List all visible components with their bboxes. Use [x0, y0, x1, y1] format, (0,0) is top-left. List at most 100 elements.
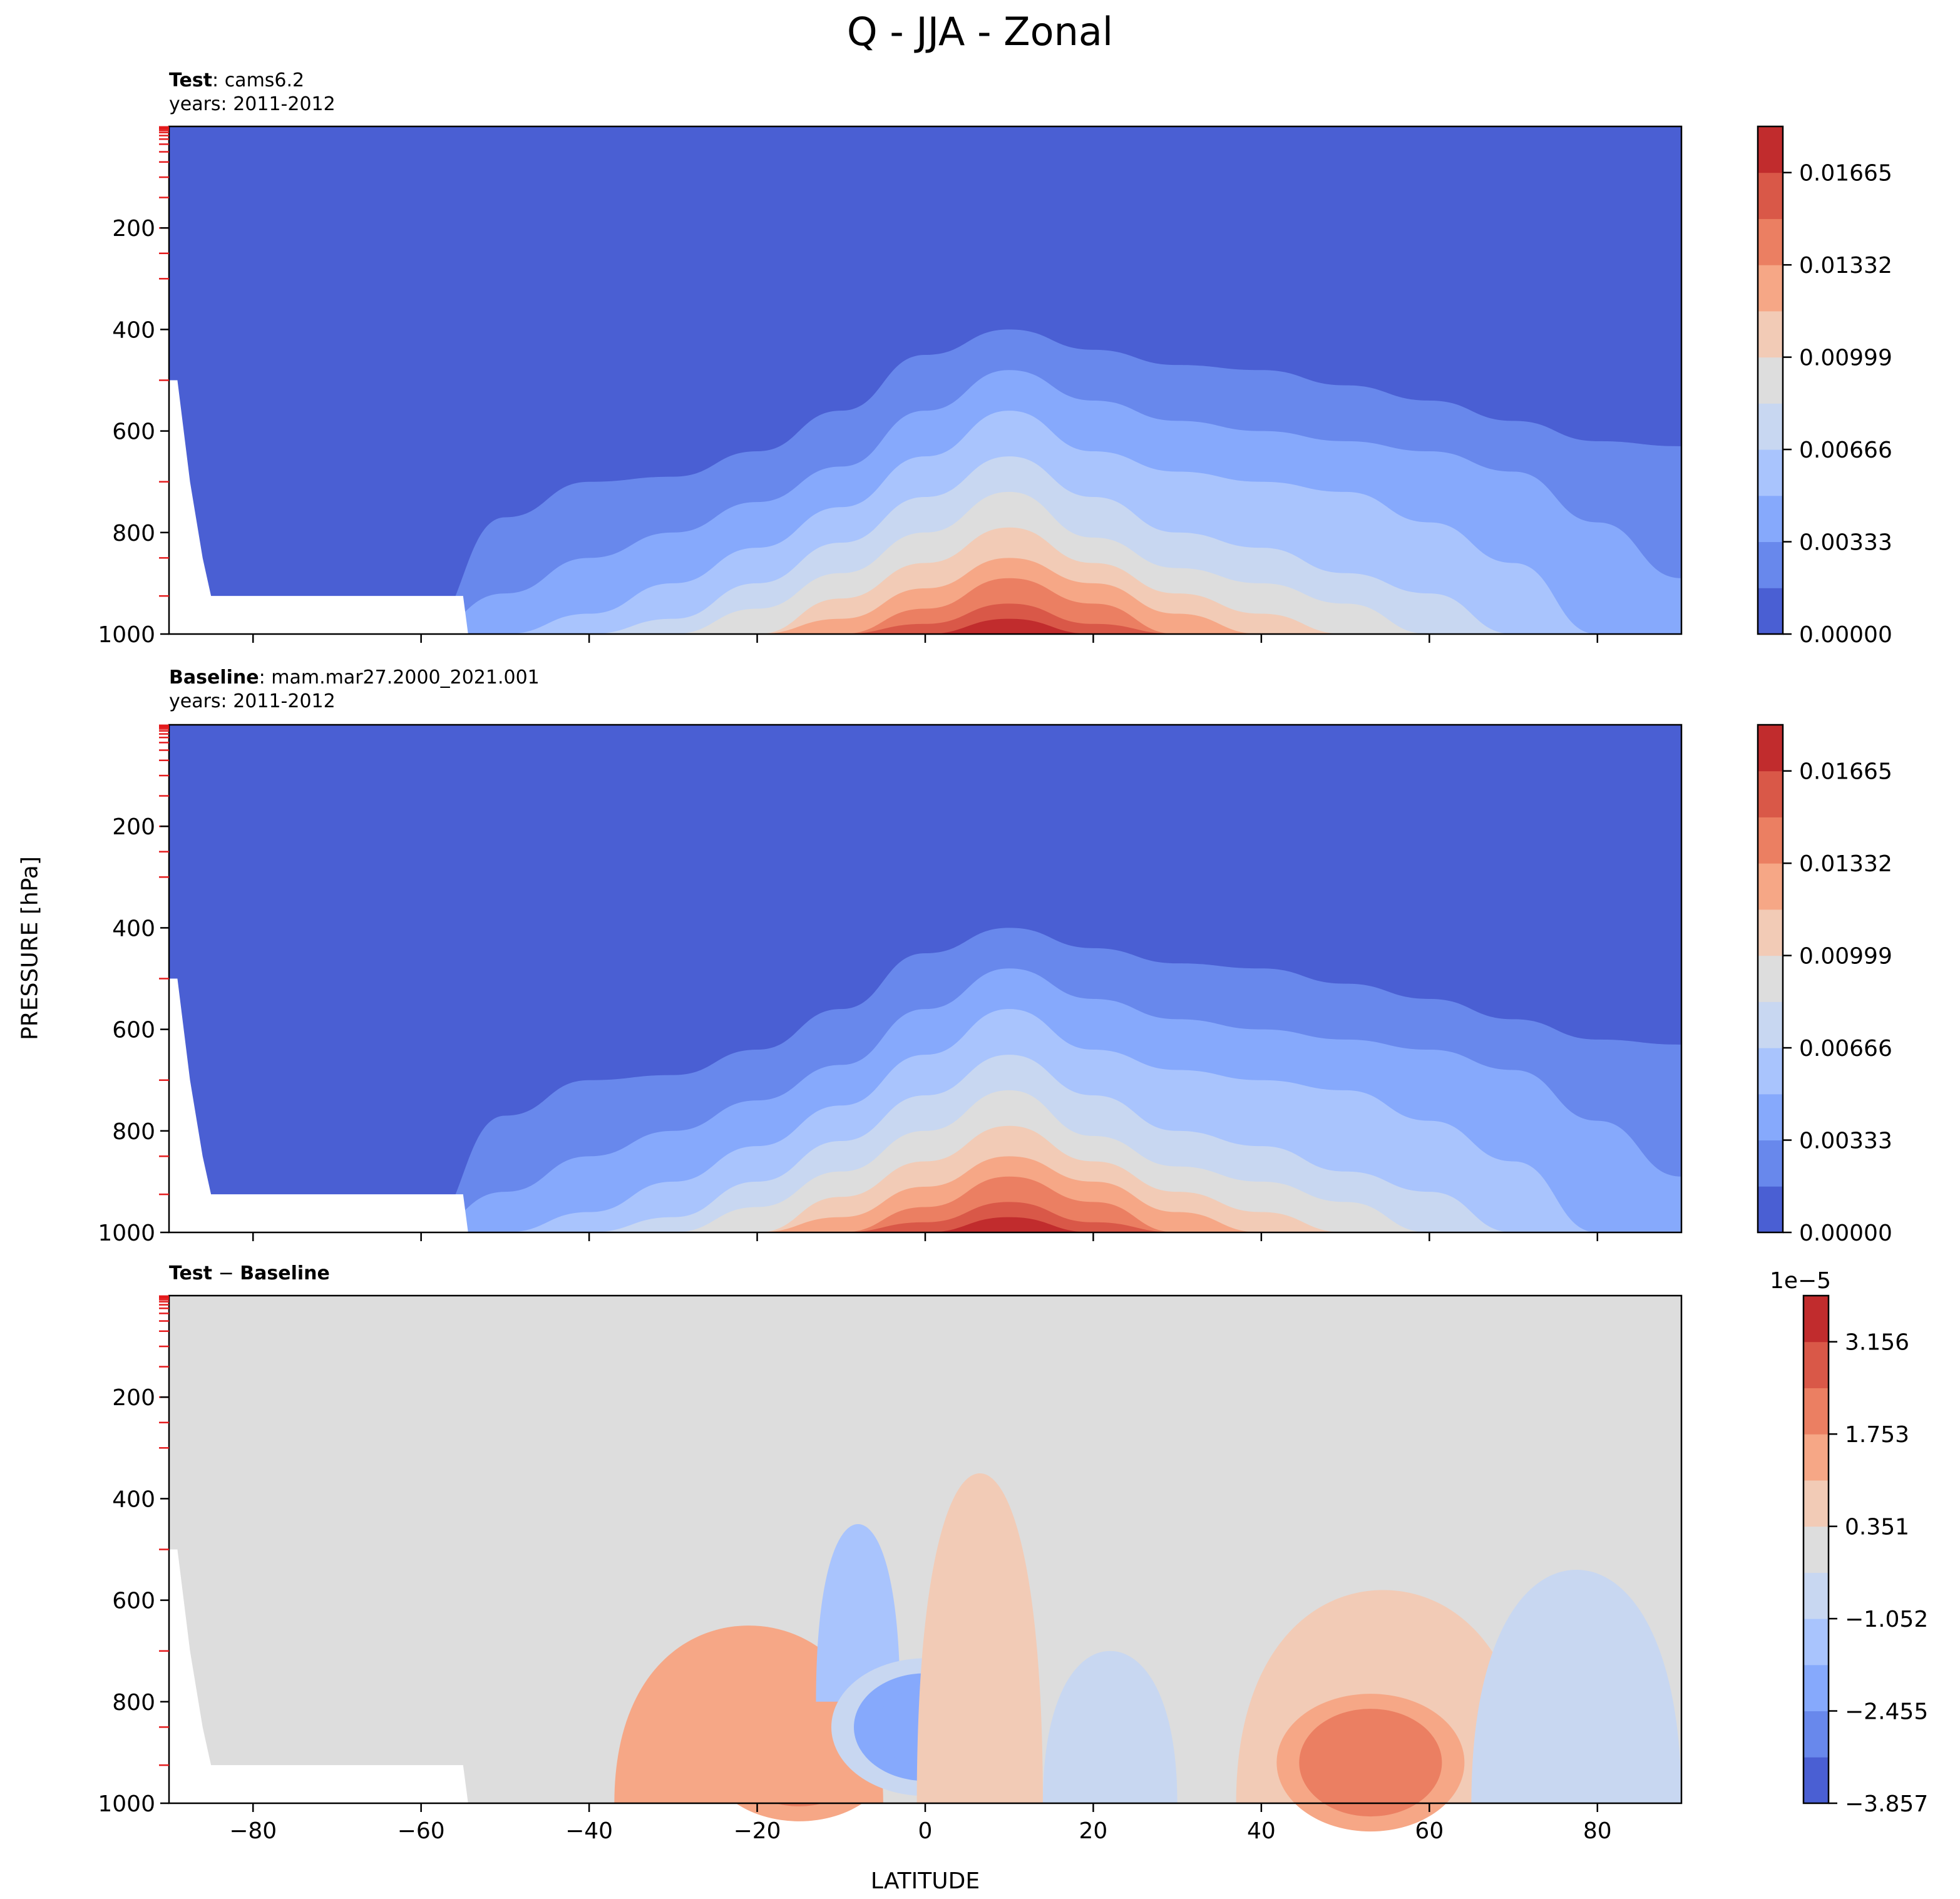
- contour-band-8: [169, 1176, 1681, 1232]
- y-tick-label: 200: [112, 1385, 155, 1411]
- colorbar-tick-label: 0.351: [1845, 1515, 1909, 1540]
- colorbar-tick-label: 0.00333: [1799, 1129, 1892, 1154]
- colorbar-swatch: [1804, 1619, 1829, 1666]
- colorbar-swatch: [1758, 126, 1783, 173]
- y-tick-label: 400: [112, 1487, 155, 1512]
- y-tick-label: 600: [112, 1018, 155, 1043]
- colorbar-tick-label: 0.01332: [1799, 851, 1892, 877]
- colorbar-tick-label: 0.00666: [1799, 1036, 1892, 1062]
- colorbar-swatch: [1804, 1664, 1829, 1712]
- contour-band-5: [169, 491, 1681, 634]
- contour-band-6: [169, 1125, 1681, 1232]
- contour-band-9: [169, 1202, 1681, 1232]
- y-tick-label: 800: [112, 521, 155, 546]
- colorbar-swatch: [1804, 1572, 1829, 1619]
- colorbar-swatch: [1804, 1526, 1829, 1573]
- colorbar-tick-label: 0.00999: [1799, 346, 1892, 371]
- x-axis-label: LATITUDE: [870, 1868, 980, 1894]
- panel-title-diff: Test − Baseline: [169, 1262, 330, 1286]
- colorbar-swatch: [1758, 495, 1783, 543]
- axes-test: 200 400 600 800 1000: [98, 125, 1683, 648]
- colorbar-swatch: [1758, 588, 1783, 635]
- panel-case-name: mam.mar27.2000_2021.001: [271, 667, 540, 688]
- colorbar-swatch: [1758, 1093, 1783, 1141]
- y-tick-label: 800: [112, 1119, 155, 1145]
- colorbar-swatch: [1804, 1480, 1829, 1527]
- x-tick-label: 60: [1415, 1818, 1444, 1844]
- contour-band-8: [169, 578, 1681, 634]
- x-tick-label: 20: [1079, 1818, 1108, 1844]
- colorbar-tick-label: 0.00666: [1799, 438, 1892, 463]
- y-tick-label: 400: [112, 317, 155, 343]
- panel-label: Baseline: [169, 667, 259, 688]
- contour-plot-test: [169, 126, 1681, 634]
- contour-band-6: [169, 527, 1681, 634]
- axes-diff: 200 400 600 800 1000 −80 −60 −40 −20 0 20 40 60 80: [98, 1294, 1683, 1844]
- contour-plot-diff: [169, 1296, 1681, 1832]
- colorbar-swatch: [1758, 265, 1783, 312]
- colorbar-tick-label: 0.01332: [1799, 253, 1892, 279]
- colorbar-swatch: [1758, 1048, 1783, 1095]
- colorbar-swatch: [1804, 1296, 1829, 1343]
- colorbar-swatch: [1758, 1001, 1783, 1048]
- colorbar-tick-label: −3.857: [1845, 1791, 1928, 1817]
- x-tick-label: −40: [565, 1818, 613, 1844]
- colorbar-swatch: [1758, 310, 1783, 358]
- colorbar-offset-label: 1e−5: [1770, 1268, 1831, 1294]
- colorbar-tick-label: 3.156: [1845, 1330, 1909, 1356]
- y-tick-label: 1000: [98, 622, 155, 648]
- colorbar-swatch: [1758, 955, 1783, 1002]
- contour-feature-1: [614, 1625, 883, 1803]
- x-tick-label: 80: [1583, 1818, 1612, 1844]
- contour-feature-8: [1471, 1569, 1681, 1803]
- colorbar-swatch: [1758, 1186, 1783, 1233]
- x-tick-label: 40: [1247, 1818, 1276, 1844]
- colorbar-frame: [1757, 724, 1784, 1234]
- colorbar-tick-label: 0.00999: [1799, 944, 1892, 970]
- panel-sep: :: [259, 667, 265, 688]
- colorbar-tick-label: 1.753: [1845, 1422, 1909, 1448]
- y-tick-label: 400: [112, 916, 155, 941]
- colorbar-tick-label: 0.00000: [1799, 1221, 1892, 1246]
- colorbar-tick-label: 0.00333: [1799, 530, 1892, 556]
- y-tick-label: 800: [112, 1690, 155, 1716]
- panel-sep: :: [212, 69, 219, 91]
- axes-baseline: 200 400 600 800 1000: [98, 724, 1683, 1246]
- colorbar-tick-label: 0.00000: [1799, 622, 1892, 648]
- colorbar-tick-label: 0.01665: [1799, 161, 1892, 187]
- x-tick-label: −80: [229, 1818, 277, 1844]
- colorbar-swatch: [1758, 357, 1783, 404]
- colorbar-swatch: [1758, 725, 1783, 772]
- x-tick-label: −20: [734, 1818, 781, 1844]
- colorbar-swatch: [1758, 449, 1783, 496]
- colorbar-swatch: [1758, 909, 1783, 956]
- colorbar-swatch: [1758, 1140, 1783, 1187]
- colorbar-swatch: [1804, 1757, 1829, 1804]
- panel-case-name: Baseline: [240, 1262, 330, 1284]
- colorbar-tick-label: 0.01665: [1799, 759, 1892, 785]
- panel-label: Test: [169, 69, 213, 91]
- colorbar-swatch: [1758, 541, 1783, 588]
- contour-band-7: [169, 558, 1681, 634]
- panel-years: years: 2011-2012: [169, 93, 336, 115]
- colorbar-tick-label: −2.455: [1845, 1699, 1928, 1725]
- surface-mask: [169, 380, 468, 634]
- contour-feature-4: [916, 1473, 1043, 1803]
- surface-mask: [169, 1549, 468, 1803]
- colorbar-swatch: [1804, 1434, 1829, 1481]
- panel-case-name: cams6.2: [224, 69, 305, 91]
- contour-core-7-1: [1299, 1709, 1442, 1817]
- colorbar-tick-label: −1.052: [1845, 1607, 1928, 1632]
- y-tick-label: 600: [112, 419, 155, 445]
- colorbar-swatch: [1758, 770, 1783, 817]
- panel-years: years: 2011-2012: [169, 690, 336, 712]
- figure-title: Q - JJA - Zonal: [846, 9, 1114, 54]
- y-tick-label: 1000: [98, 1791, 155, 1817]
- colorbar-swatch: [1758, 218, 1783, 265]
- panel-title-baseline: Baseline: mam.mar27.2000_2021.001 years:…: [169, 666, 540, 714]
- y-tick-label: 600: [112, 1589, 155, 1614]
- colorbar-swatch: [1758, 403, 1783, 450]
- x-tick-label: 0: [918, 1818, 933, 1844]
- colorbar-baseline: 0.00000 0.00333 0.00666 0.00999 0.01332 0.016…: [1757, 724, 1892, 1246]
- colorbar-swatch: [1758, 863, 1783, 910]
